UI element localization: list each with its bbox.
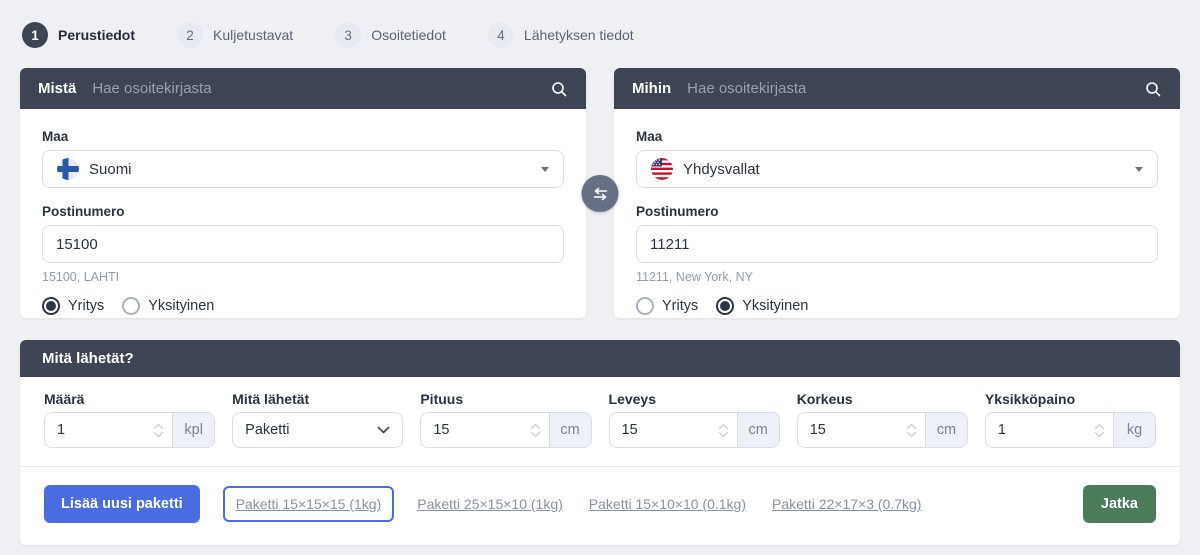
radio-selected-icon [42,297,60,315]
preset-paketti-15x10x10[interactable]: Paketti 15×10×10 (0.1kg) [588,496,747,512]
shipment-fields-row: Määrä kpl Mitä lähetät Paketti [20,377,1180,466]
leveys-input[interactable] [609,422,710,438]
step-label: Lähetyksen tiedot [523,27,634,43]
continue-button[interactable]: Jatka [1082,485,1156,523]
field-leveys: Leveys cm [608,391,780,448]
step-number-badge: 1 [22,22,48,48]
to-radio-yksityinen[interactable]: Yksityinen [716,297,808,315]
radio-unselected-icon [636,297,654,315]
from-radio-yksityinen[interactable]: Yksityinen [122,297,214,315]
field-korkeus: Korkeus cm [796,391,968,448]
radio-selected-icon [716,297,735,315]
preset-paketti-22x17x3[interactable]: Paketti 22×17×3 (0.7kg) [772,496,922,512]
step-label: Kuljetustavat [213,27,294,43]
step-number-badge: 2 [177,22,204,48]
step-label: Osoitetiedot [371,27,446,43]
to-panel-header: Mihin Hae osoitekirjasta [614,68,1180,109]
from-country-select[interactable]: Suomi [42,150,564,188]
stepper: 1 Perustiedot 2 Kuljetustavat 3 Osoiteti… [20,20,1180,48]
unit-addon: kg [1113,413,1156,447]
unit-addon: cm [736,413,779,447]
us-flag-icon [651,158,673,180]
preset-paketti-15x15x15[interactable]: Paketti 15×15×15 (1kg) [222,486,395,522]
from-postcode-hint: 15100, LAHTI [42,270,120,284]
number-stepper-icon[interactable] [145,423,172,438]
to-postcode-hint: 11211, New York, NY [636,270,753,284]
unit-addon: cm [924,413,967,447]
address-panels-row: Mistä Hae osoitekirjasta Maa [20,68,1180,318]
step-lahetyksen-tiedot[interactable]: 4 Lähetyksen tiedot [487,22,634,48]
from-postcode-label: Postinumero [42,204,125,219]
from-country-label: Maa [42,129,69,144]
field-mita-lahetat: Mitä lähetät Paketti [232,391,404,448]
korkeus-input[interactable] [797,422,898,438]
shipment-panel: Mitä lähetät? Määrä kpl Mitä lä [20,340,1180,545]
search-icon[interactable] [1144,80,1162,98]
to-address-book-search[interactable]: Hae osoitekirjasta [687,80,807,97]
from-postcode-input[interactable] [42,225,564,263]
step-osoitetiedot[interactable]: 3 Osoitetiedot [335,22,446,48]
step-number-badge: 4 [487,22,514,48]
chevron-down-icon [541,166,549,172]
number-stepper-icon[interactable] [898,423,925,438]
chevron-down-icon [1135,166,1143,172]
from-address-book-search[interactable]: Hae osoitekirjasta [92,80,212,97]
paketti-select[interactable]: Paketti [232,412,404,448]
unit-addon: kpl [172,413,215,447]
add-package-button[interactable]: Lisää uusi paketti [44,485,200,523]
to-panel: Mihin Hae osoitekirjasta Maa [614,68,1180,318]
field-pituus: Pituus cm [420,391,592,448]
unit-addon: cm [548,413,591,447]
to-postcode-label: Postinumero [636,204,719,219]
field-yksikkopaino: Yksikköpaino kg [984,391,1157,448]
shipment-actions-row: Lisää uusi paketti Paketti 15×15×15 (1kg… [20,466,1180,545]
from-panel-body: Maa Suomi Postinumero 15100, L [20,109,586,318]
to-radio-yritys[interactable]: Yritys [636,297,698,315]
to-country-select[interactable]: Yhdysvallat [636,150,1158,188]
chevron-down-icon [378,426,390,434]
field-maara: Määrä kpl [44,391,216,448]
to-postcode-input[interactable] [636,225,1158,263]
from-panel: Mistä Hae osoitekirjasta Maa [20,68,586,318]
maara-input[interactable] [45,422,146,438]
to-country-label: Maa [636,129,663,144]
number-stepper-icon[interactable] [1086,423,1113,438]
number-stepper-icon[interactable] [710,423,737,438]
step-number-badge: 3 [335,22,362,48]
from-radio-yritys[interactable]: Yritys [42,297,104,315]
shipment-panel-title: Mitä lähetät? [42,350,134,367]
number-stepper-icon[interactable] [522,423,549,438]
radio-unselected-icon [122,297,141,315]
from-country-value: Suomi [89,160,132,178]
to-country-value: Yhdysvallat [683,160,760,178]
pituus-input[interactable] [421,422,522,438]
to-panel-body: Maa [614,109,1180,318]
finland-flag-icon [57,158,79,180]
search-icon[interactable] [550,80,568,98]
to-recipient-type: Yritys Yksityinen [636,297,1158,315]
swap-addresses-button[interactable] [581,175,619,212]
from-panel-header: Mistä Hae osoitekirjasta [20,68,586,109]
to-panel-title: Mihin [632,80,672,97]
from-recipient-type: Yritys Yksityinen [42,297,564,315]
step-label: Perustiedot [58,27,136,43]
step-kuljetustavat[interactable]: 2 Kuljetustavat [177,22,293,48]
step-perustiedot[interactable]: 1 Perustiedot [22,22,135,48]
from-panel-title: Mistä [38,80,77,97]
yksikkopaino-input[interactable] [985,422,1087,438]
swap-horizontal-icon [593,187,607,200]
shipment-panel-header: Mitä lähetät? [20,340,1180,377]
preset-paketti-25x15x10[interactable]: Paketti 25×15×10 (1kg) [417,496,563,512]
